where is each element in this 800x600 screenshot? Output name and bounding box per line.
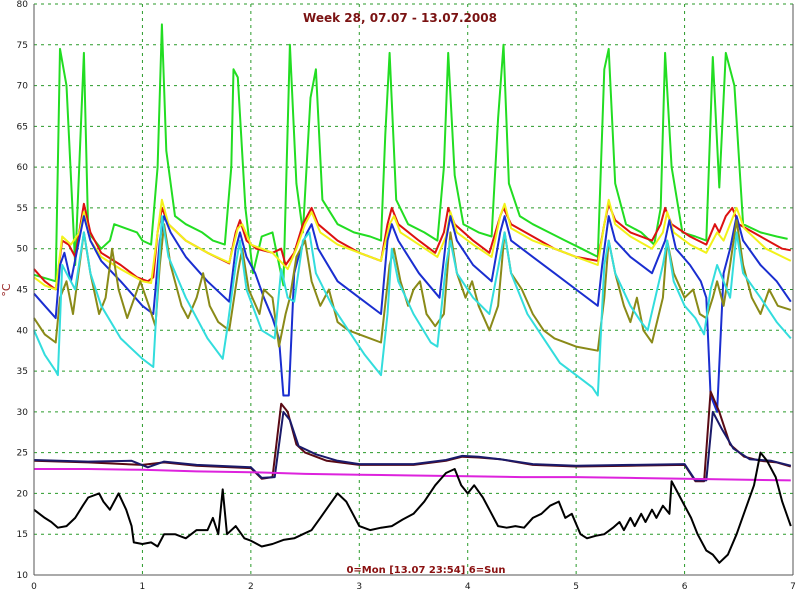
series-line-6 bbox=[33, 215, 792, 397]
y-tick-label: 15 bbox=[17, 530, 28, 540]
x-axis-caption: 0=Mon [13.07 23:54] 6=Sun bbox=[346, 565, 505, 576]
y-tick-label: 10 bbox=[17, 571, 29, 581]
series-line-8 bbox=[33, 410, 792, 482]
y-tick-label: 40 bbox=[17, 326, 29, 336]
y-tick-label: 25 bbox=[17, 449, 28, 459]
axes bbox=[33, 4, 794, 576]
chart-title: Week 28, 07.07 - 13.07.2008 bbox=[303, 11, 497, 25]
series-line-10 bbox=[33, 451, 792, 564]
x-tick-label: 2 bbox=[248, 582, 254, 592]
y-tick-label: 80 bbox=[17, 0, 29, 10]
series-group bbox=[33, 23, 792, 564]
series-line-3 bbox=[33, 198, 792, 291]
x-tick-label: 7 bbox=[790, 582, 796, 592]
series-line-9 bbox=[34, 468, 791, 482]
x-tick-label: 0 bbox=[31, 582, 37, 592]
x-tick-label: 4 bbox=[465, 582, 471, 592]
y-tick-label: 35 bbox=[17, 367, 28, 377]
y-tick-label: 70 bbox=[17, 82, 29, 92]
series-line-1 bbox=[33, 23, 788, 287]
y-tick-label: 60 bbox=[17, 163, 29, 173]
y-tick-label: 30 bbox=[17, 408, 29, 418]
y-tick-label: 45 bbox=[17, 286, 28, 296]
y-tick-label: 50 bbox=[17, 245, 29, 255]
series-line-2 bbox=[33, 202, 791, 291]
series-line-4 bbox=[33, 215, 792, 413]
x-tick-label: 5 bbox=[573, 582, 579, 592]
x-tick-label: 3 bbox=[356, 582, 362, 592]
x-tick-label: 1 bbox=[140, 582, 146, 592]
y-tick-label: 75 bbox=[17, 41, 28, 51]
y-tick-label: 20 bbox=[17, 489, 29, 499]
y-tick-label: 65 bbox=[17, 122, 28, 132]
x-tick-label: 6 bbox=[682, 582, 688, 592]
y-axis-label: °C bbox=[0, 283, 13, 297]
y-tick-label: 55 bbox=[17, 204, 28, 214]
